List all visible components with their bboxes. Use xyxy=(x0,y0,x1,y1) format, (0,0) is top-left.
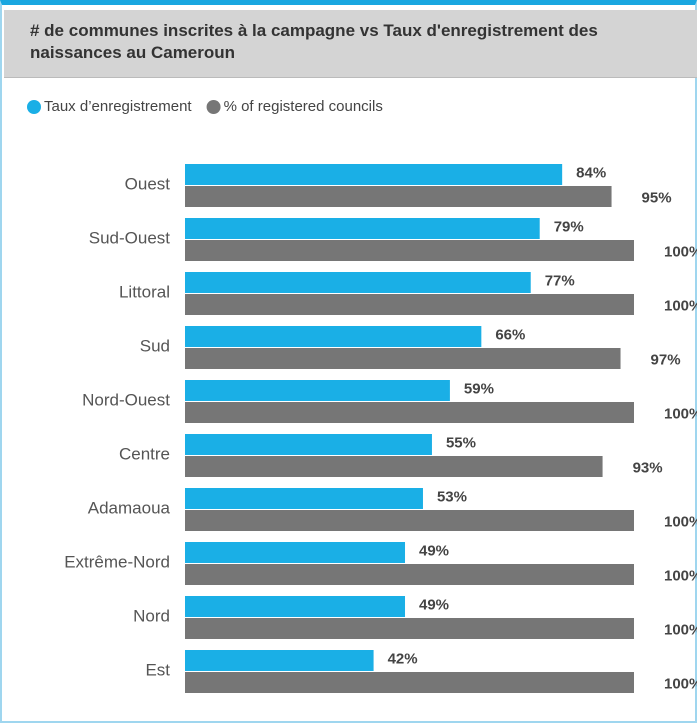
bar xyxy=(185,434,432,455)
value-label: 100% xyxy=(664,243,697,260)
category-label: Ouest xyxy=(125,174,171,193)
legend-dot xyxy=(27,100,41,114)
bar xyxy=(185,164,563,185)
value-label: 84% xyxy=(576,164,606,181)
value-label: 100% xyxy=(664,297,697,314)
value-label: 79% xyxy=(554,218,584,235)
category-label: Extrême-Nord xyxy=(64,552,170,571)
bar xyxy=(185,542,406,563)
bar xyxy=(185,618,634,639)
value-label: 42% xyxy=(388,650,418,667)
bar xyxy=(185,348,621,369)
category-label: Est xyxy=(145,660,170,679)
value-label: 66% xyxy=(495,326,525,343)
value-label: 100% xyxy=(664,675,697,692)
bar xyxy=(185,596,406,617)
value-label: 55% xyxy=(446,434,476,451)
bar xyxy=(185,672,634,693)
bar xyxy=(185,650,374,671)
bar xyxy=(185,564,634,585)
value-label: 100% xyxy=(664,621,697,638)
value-label: 95% xyxy=(642,189,672,206)
category-label: Sud xyxy=(140,336,170,355)
bar xyxy=(185,186,612,207)
value-label: 49% xyxy=(419,596,449,613)
bar xyxy=(185,510,634,531)
category-label: Centre xyxy=(119,444,170,463)
value-label: 100% xyxy=(664,567,697,584)
chart-title: # de communes inscrites à la campagne vs… xyxy=(30,21,598,62)
bar xyxy=(185,294,634,315)
value-label: 93% xyxy=(633,459,663,476)
category-label: Littoral xyxy=(119,282,170,301)
bar xyxy=(185,488,423,509)
category-label: Nord-Ouest xyxy=(82,390,170,409)
bar xyxy=(185,326,482,347)
value-label: 100% xyxy=(664,513,697,530)
bar xyxy=(185,456,603,477)
legend-label: % of registered councils xyxy=(224,98,383,115)
bar xyxy=(185,272,531,293)
value-label: 53% xyxy=(437,488,467,505)
bar xyxy=(185,240,634,261)
value-label: 59% xyxy=(464,380,494,397)
bar xyxy=(185,380,450,401)
bar xyxy=(185,402,634,423)
value-label: 97% xyxy=(651,351,681,368)
legend-dot xyxy=(206,100,221,114)
category-label: Adamaoua xyxy=(88,498,171,517)
category-label: Nord xyxy=(133,606,170,625)
value-label: 100% xyxy=(664,405,697,422)
bar xyxy=(185,218,540,239)
legend-label: Taux d’enregistrement xyxy=(44,98,192,115)
value-label: 77% xyxy=(545,272,575,289)
value-label: 49% xyxy=(419,542,449,559)
header: # de communes inscrites à la campagne vs… xyxy=(4,10,697,78)
category-label: Sud-Ouest xyxy=(89,228,171,247)
